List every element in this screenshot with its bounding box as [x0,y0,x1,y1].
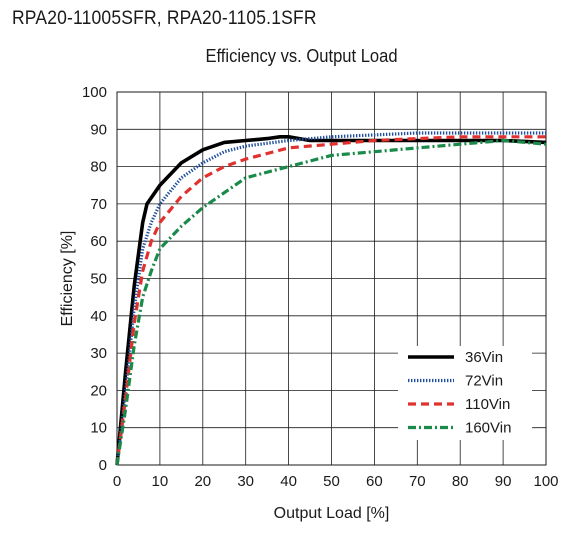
y-tick-label: 90 [90,121,107,138]
legend-label: 36Vin [465,349,503,366]
y-axis-title: Efficiency [%] [59,231,76,327]
x-tick-label: 100 [533,473,558,490]
tick-labels: 0 10 20 30 40 50 60 70 80 90 100 0 10 20 30 40 50 60 70 80 9… [82,84,559,490]
x-tick-label: 80 [452,473,469,490]
x-tick-label: 60 [366,473,383,490]
y-tick-label: 10 [90,420,107,437]
x-tick-label: 40 [280,473,297,490]
y-tick-label: 0 [99,457,107,474]
legend-label: 110Vin [465,396,510,413]
series-line-160vin [115,138,547,466]
plot-border [116,91,547,466]
y-tick-label: 40 [90,308,107,325]
chart-title: Efficiency vs. Output Load [205,46,398,66]
x-tick-label: 20 [194,473,211,490]
legend-label: 72Vin [465,373,503,390]
legend-label: 160Vin [465,420,511,437]
y-tick-label: 60 [90,233,107,250]
y-tick-label: 100 [82,84,107,101]
x-tick-label: 90 [495,473,512,490]
header-title: RPA20-11005SFR, RPA20-1105.1SFR [12,8,317,29]
x-tick-label: 10 [152,473,169,490]
legend-background [398,346,532,440]
x-tick-label: 50 [323,473,340,490]
series-line-72vin [115,131,546,466]
legend: 36Vin 72Vin 110Vin 160Vin [398,346,532,440]
y-tick-label: 30 [90,345,107,362]
y-tick-label: 80 [90,159,107,176]
y-tick-label: 50 [90,271,107,288]
x-tick-label: 70 [409,473,426,490]
series-layer [115,131,547,466]
x-tick-label: 30 [237,473,254,490]
y-tick-label: 70 [90,196,107,213]
y-tick-label: 20 [90,382,107,399]
x-tick-label: 0 [113,473,121,490]
x-axis-title: Output Load [%] [274,505,390,522]
